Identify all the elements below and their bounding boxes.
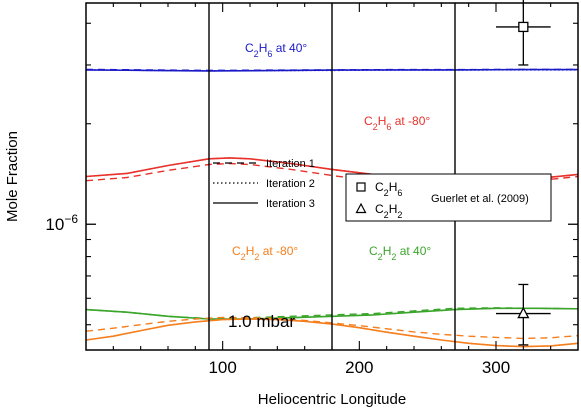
obs-legend-label-0-mid: H xyxy=(389,180,398,194)
obs-legend-label-1-sub2: 2 xyxy=(397,210,402,220)
obs-marker-1 xyxy=(517,306,530,319)
label-c2h6-m80-mid: H xyxy=(378,114,387,128)
label-c2h2-40: C2H2 at 40° xyxy=(369,244,431,262)
x-tick-label-1: 200 xyxy=(345,358,373,377)
obs-legend-label-1-mid: H xyxy=(389,202,398,216)
label-c2h2-40-tail: at 40° xyxy=(396,244,431,258)
legend-label-0: Iteration 1 xyxy=(266,158,315,170)
label-c2h6-m80-sub2: 6 xyxy=(386,122,391,132)
obs-legend-marker-1 xyxy=(355,202,367,214)
label-c2h2-m80-tail: at -80° xyxy=(259,244,298,258)
obs-legend-label-0-sub: 2 xyxy=(384,188,389,198)
label-c2h6-m80-text: C xyxy=(364,114,373,128)
obs-legend-label-1-sub: 2 xyxy=(384,210,389,220)
observations xyxy=(496,0,551,346)
label-c2h6-m80-sub: 2 xyxy=(373,122,378,132)
obs-legend-reference: Guerlet et al. (2009) xyxy=(431,193,529,205)
y-axis-title: Mole Fraction xyxy=(4,131,21,222)
x-tick-label-0: 100 xyxy=(208,358,236,377)
series-line-4 xyxy=(85,162,579,186)
x-axis-title: Heliocentric Longitude xyxy=(258,391,406,408)
obs-legend-marker-0 xyxy=(356,182,366,192)
axes: 100 200 300 10−6 Heliocentric Longitude Mole … xyxy=(4,2,579,408)
obs-marker-0 xyxy=(518,21,529,33)
obs-legend-label-0-sub2: 6 xyxy=(397,188,402,198)
obs-legend-label-0: C2H6 xyxy=(375,180,402,198)
label-c2h2-m80-mid: H xyxy=(246,244,255,258)
obs-legend-box xyxy=(345,173,552,222)
label-c2h6-m80: C2H6 at -80° xyxy=(364,114,430,132)
obs-legend-label-0-text: C xyxy=(375,180,384,194)
label-c2h2-m80: C2H2 at -80° xyxy=(232,244,298,262)
label-c2h6-40-sub2: 6 xyxy=(267,49,272,59)
x-tick-label-2: 300 xyxy=(482,358,510,377)
label-c2h6-m80-tail: at -80° xyxy=(391,114,430,128)
label-c2h2-40-text: C xyxy=(369,244,378,258)
y-tick-base-0: 10 xyxy=(45,215,64,234)
label-c2h2-40-sub: 2 xyxy=(378,252,383,262)
obs-legend-label-1-text: C xyxy=(375,202,384,216)
annotations: C2H6 at 40°C2H6 at -80°C2H2 at -80° C2H2 … xyxy=(228,41,431,331)
label-c2h6-40-sub: 2 xyxy=(254,49,259,59)
obs-legend-label-1: C2H2 xyxy=(375,202,402,220)
label-c2h6-40-mid: H xyxy=(259,41,268,55)
label-c2h6-40: C2H6 at 40° xyxy=(245,41,307,59)
pressure-label: 1.0 mbar xyxy=(228,312,295,331)
label-c2h2-m80-sub: 2 xyxy=(241,252,246,262)
label-c2h2-m80-text: C xyxy=(232,244,241,258)
label-c2h6-40-text: C xyxy=(245,41,254,55)
label-c2h2-40-sub2: 2 xyxy=(391,252,396,262)
label-c2h2-m80-sub2: 2 xyxy=(254,252,259,262)
legend-label-2: Iteration 3 xyxy=(266,198,315,210)
legend-label-1: Iteration 2 xyxy=(266,178,315,190)
label-c2h2-40-mid: H xyxy=(383,244,392,258)
label-c2h6-40-tail: at 40° xyxy=(272,41,307,55)
y-tick-label-0: 10−6 xyxy=(45,212,78,234)
y-tick-exponent-0: −6 xyxy=(64,212,78,226)
